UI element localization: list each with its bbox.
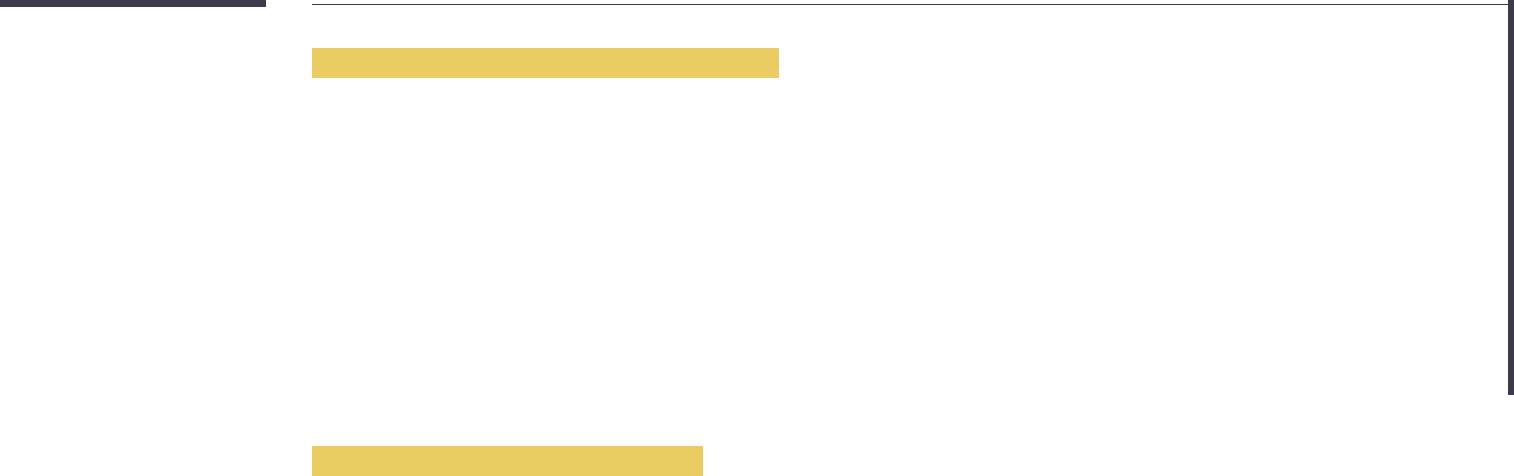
sidebar-header-bar — [0, 0, 266, 7]
right-edge-bar — [1508, 0, 1514, 395]
top-divider — [312, 4, 1514, 5]
section-heading-highlight-2 — [312, 446, 703, 476]
section-heading-highlight-1 — [312, 48, 779, 78]
